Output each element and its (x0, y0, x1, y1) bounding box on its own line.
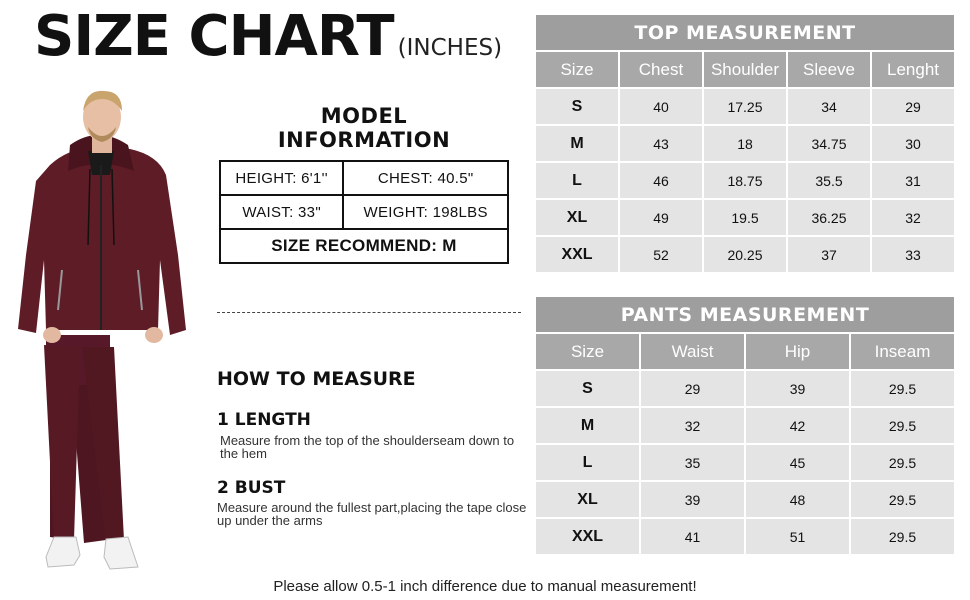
measurement-cell: 45 (746, 445, 849, 480)
measurement-cell: 29.5 (851, 371, 954, 406)
column-header: Shoulder (704, 52, 786, 87)
size-cell: XXL (536, 237, 618, 272)
measurement-cell: 17.25 (704, 89, 786, 124)
size-cell: L (536, 163, 618, 198)
size-cell: S (536, 371, 639, 406)
model-info-heading-line1: MODEL (320, 104, 408, 128)
step-bust-title: 2 BUST (217, 478, 286, 498)
column-header: Sleeve (788, 52, 870, 87)
measurement-cell: 35.5 (788, 163, 870, 198)
measurement-cell: 29 (872, 89, 954, 124)
divider-dashed (217, 312, 521, 313)
size-cell: XXL (536, 519, 639, 554)
footer-note: Please allow 0.5-1 inch difference due t… (273, 578, 697, 595)
model-height: HEIGHT: 6'1'' (218, 160, 345, 196)
measurement-cell: 34 (788, 89, 870, 124)
model-info-table: HEIGHT: 6'1'' CHEST: 40.5" WAIST: 33" WE… (218, 160, 509, 264)
measurement-cell: 34.75 (788, 126, 870, 161)
model-waist: WAIST: 33" (218, 194, 345, 230)
title-unit: (INCHES) (397, 35, 503, 61)
measurement-cell: 29 (641, 371, 744, 406)
measurement-cell: 39 (641, 482, 744, 517)
measurement-cell: 40 (620, 89, 702, 124)
measurement-cell: 52 (620, 237, 702, 272)
step-length-title: 1 LENGTH (217, 410, 311, 430)
column-header: Hip (746, 334, 849, 369)
measurement-cell: 46 (620, 163, 702, 198)
model-info-heading: MODEL INFORMATION (220, 104, 508, 152)
measurement-cell: 29.5 (851, 482, 954, 517)
measurement-cell: 19.5 (704, 200, 786, 235)
measurement-cell: 33 (872, 237, 954, 272)
model-photo (18, 90, 186, 570)
pants-measurement-table: PANTS MEASUREMENT Size Waist Hip Inseam S 29… (534, 295, 956, 556)
measurement-cell: 42 (746, 408, 849, 443)
title-text: SIZE CHART (34, 4, 395, 69)
table-row: M 43 18 34.75 30 (536, 126, 954, 161)
step-bust-desc: Measure around the fullest part,placing … (217, 500, 527, 528)
table-row: S 40 17.25 34 29 (536, 89, 954, 124)
size-cell: M (536, 408, 639, 443)
table-row: L 46 18.75 35.5 31 (536, 163, 954, 198)
column-header: Lenght (872, 52, 954, 87)
size-recommend: SIZE RECOMMEND: M (219, 228, 509, 264)
table-row: XXL 41 51 29.5 (536, 519, 954, 554)
measurement-cell: 41 (641, 519, 744, 554)
measurement-cell: 32 (641, 408, 744, 443)
measurement-cell: 31 (872, 163, 954, 198)
table-row: S 29 39 29.5 (536, 371, 954, 406)
measurement-cell: 51 (746, 519, 849, 554)
measurement-cell: 18.75 (704, 163, 786, 198)
measurement-cell: 48 (746, 482, 849, 517)
table-row: XL 49 19.5 36.25 32 (536, 200, 954, 235)
measurement-cell: 36.25 (788, 200, 870, 235)
measurement-cell: 37 (788, 237, 870, 272)
how-to-measure-heading: HOW TO MEASURE (217, 368, 416, 390)
measurement-cell: 20.25 (704, 237, 786, 272)
column-header: Size (536, 334, 639, 369)
column-header: Waist (641, 334, 744, 369)
measurement-cell: 35 (641, 445, 744, 480)
size-cell: L (536, 445, 639, 480)
size-cell: S (536, 89, 618, 124)
column-header: Inseam (851, 334, 954, 369)
pants-table-title: PANTS MEASUREMENT (536, 297, 954, 332)
measurement-cell: 39 (746, 371, 849, 406)
size-chart-title: SIZE CHART (INCHES) (34, 4, 502, 69)
top-measurement-table: TOP MEASUREMENT Size Chest Shoulder Sleeve L… (534, 13, 956, 274)
top-table-title: TOP MEASUREMENT (536, 15, 954, 50)
column-header: Chest (620, 52, 702, 87)
size-cell: XL (536, 200, 618, 235)
measurement-cell: 29.5 (851, 445, 954, 480)
model-weight: WEIGHT: 198LBS (342, 194, 509, 230)
model-chest: CHEST: 40.5" (342, 160, 509, 196)
measurement-cell: 30 (872, 126, 954, 161)
table-row: XXL 52 20.25 37 33 (536, 237, 954, 272)
column-header: Size (536, 52, 618, 87)
step-length-desc: Measure from the top of the shoulderseam… (220, 433, 515, 461)
table-row: L 35 45 29.5 (536, 445, 954, 480)
measurement-cell: 29.5 (851, 408, 954, 443)
measurement-cell: 43 (620, 126, 702, 161)
table-row: XL 39 48 29.5 (536, 482, 954, 517)
measurement-cell: 18 (704, 126, 786, 161)
size-cell: XL (536, 482, 639, 517)
model-info-heading-line2: INFORMATION (277, 128, 451, 152)
measurement-cell: 32 (872, 200, 954, 235)
measurement-cell: 29.5 (851, 519, 954, 554)
size-cell: M (536, 126, 618, 161)
measurement-cell: 49 (620, 200, 702, 235)
table-row: M 32 42 29.5 (536, 408, 954, 443)
